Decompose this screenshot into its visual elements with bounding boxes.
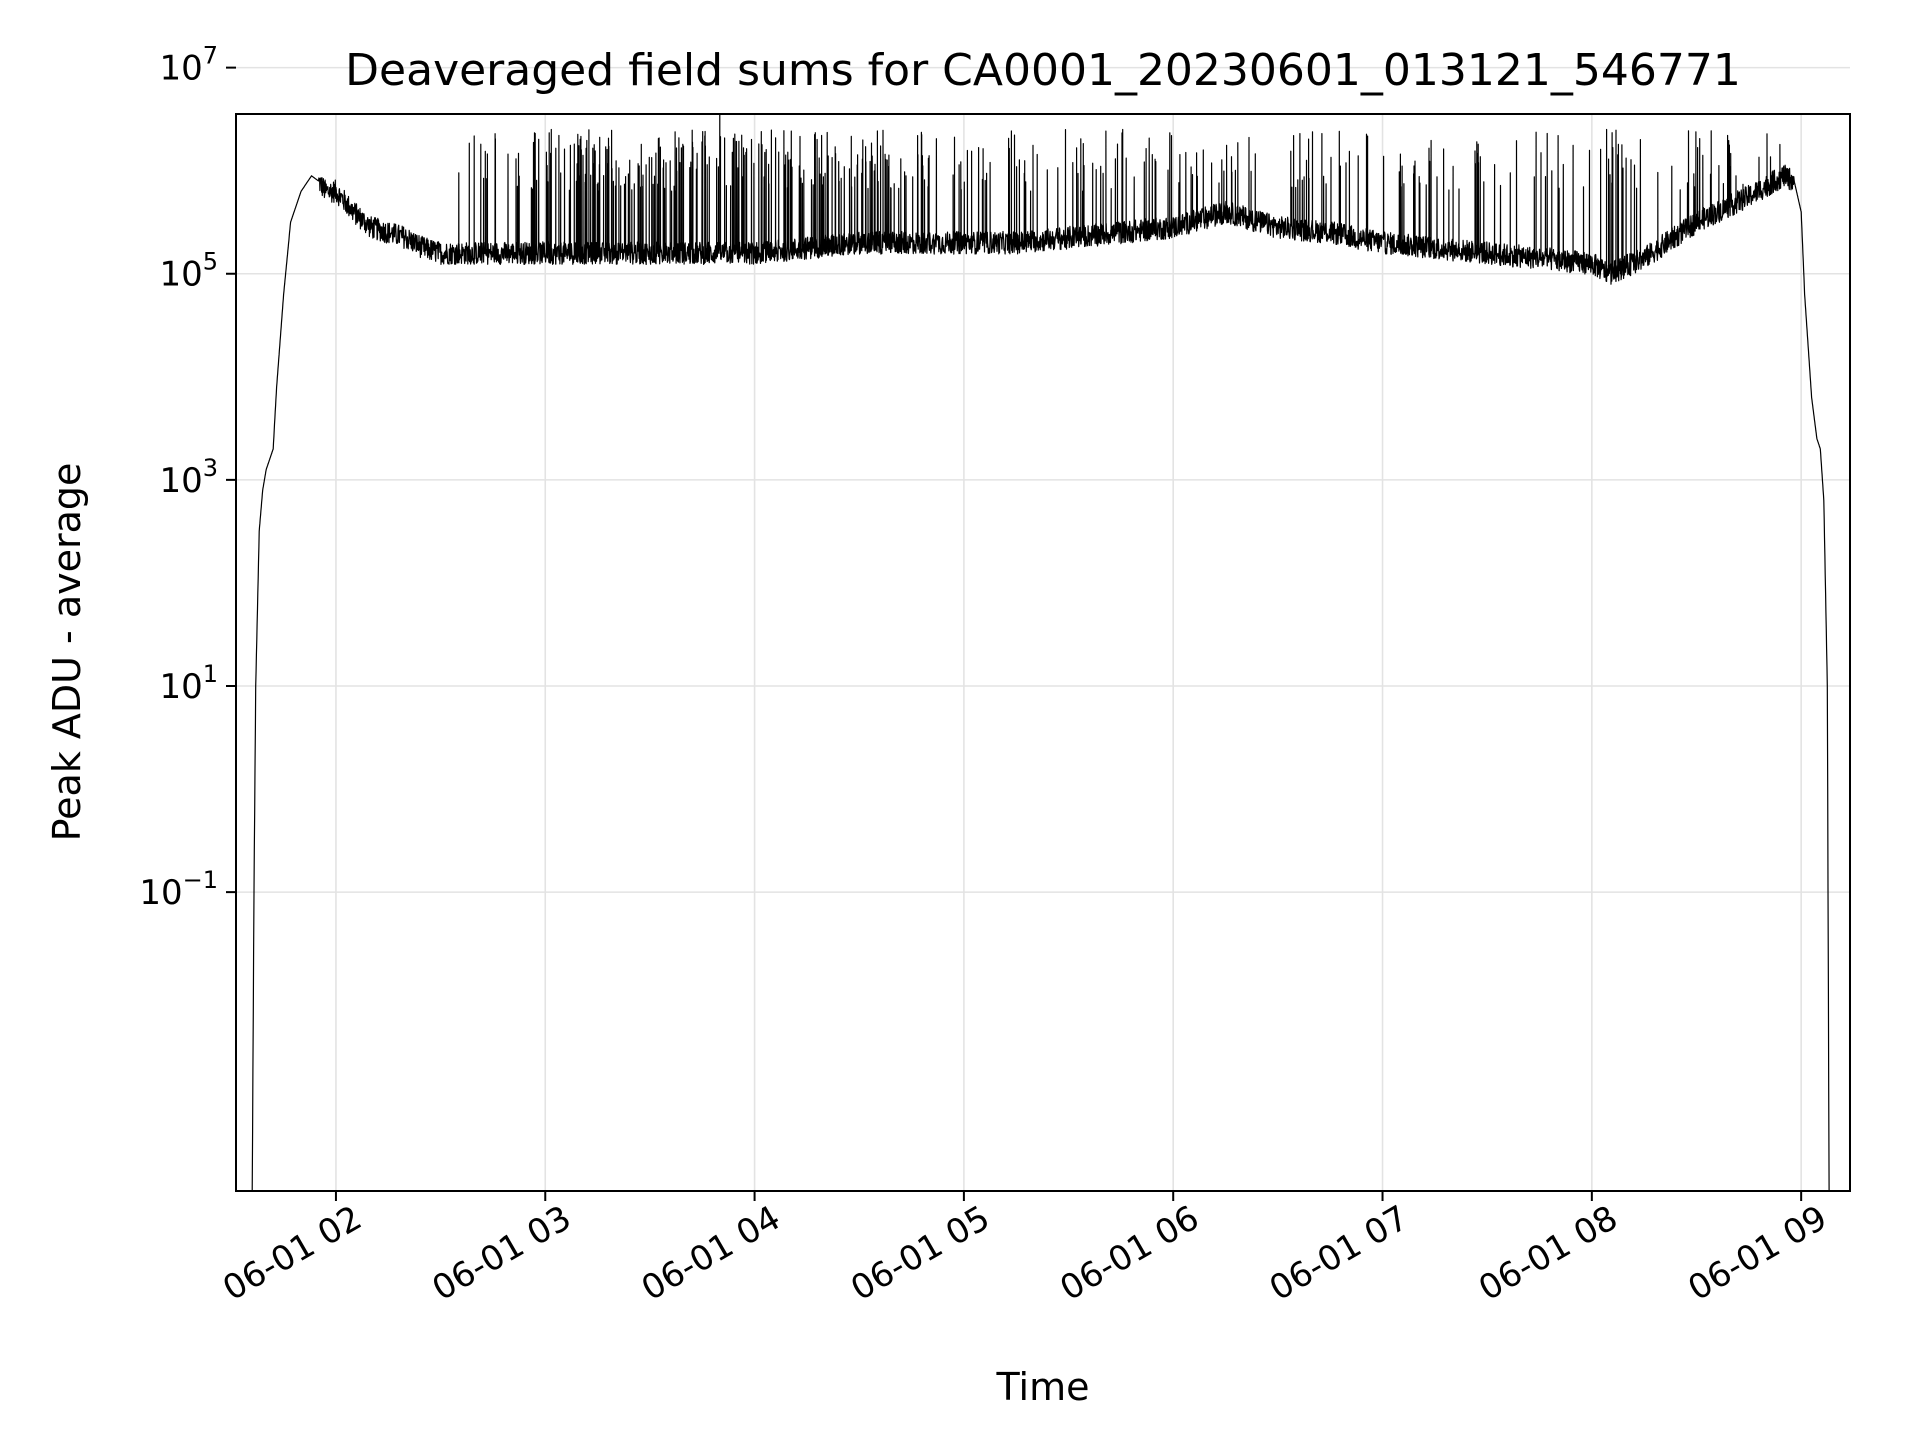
y-tick-label: 103 [159,454,218,501]
plot-area [251,114,1830,1191]
x-axis-label: Time [996,1365,1090,1409]
axes-frame [235,113,1851,1192]
y-axis-label: Peak ADU - average [45,463,89,842]
y-tick-label: 107 [159,42,218,89]
y-tick-label: 101 [159,660,218,707]
chart-title: Deaveraged field sums for CA0001_2023060… [345,45,1741,96]
series-line [251,114,1830,1191]
y-tick-label: 10−1 [139,866,218,913]
y-axis: 107 105 103 101 10−1 [139,42,236,913]
y-tick-label: 105 [159,248,218,295]
grid [236,66,1850,1191]
